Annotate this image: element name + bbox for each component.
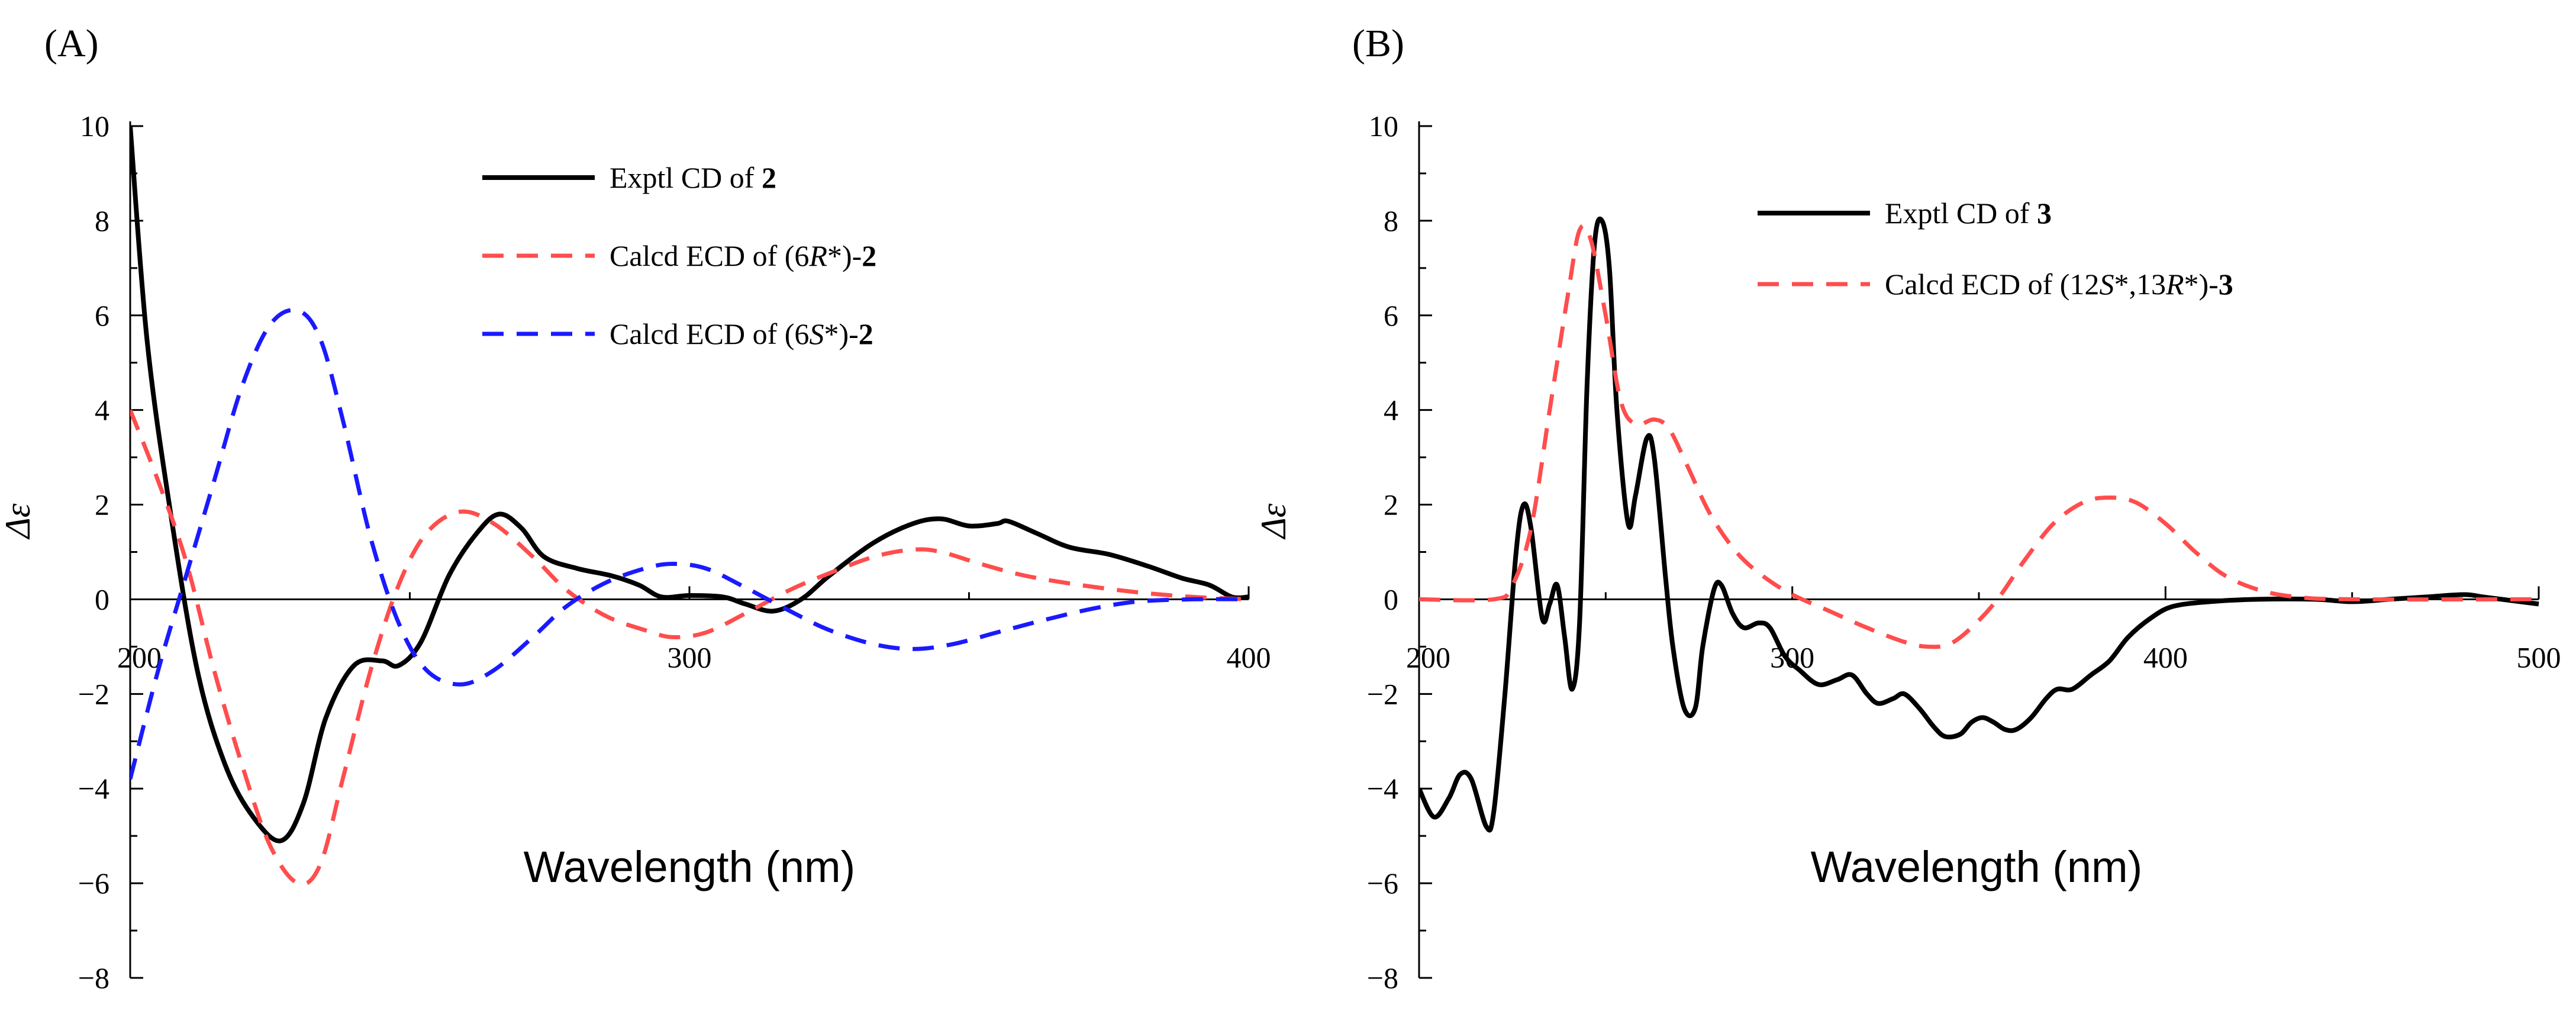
y-tick-label: −8 [1367, 961, 1398, 994]
legend-entry: Calcd ECD of (6S*)-2 [610, 317, 873, 350]
legend: Exptl CD of 2 Calcd ECD of (6R*)-2 Calcd E… [482, 161, 876, 350]
series-line-1 [1419, 216, 2539, 833]
legend-entry: Exptl CD of 3 [1885, 197, 2052, 230]
y-tick-label: 10 [1369, 110, 1398, 143]
y-tick-label: 6 [95, 299, 109, 332]
legend-entry: Exptl CD of 2 [610, 161, 776, 194]
panel-label: (B) [1352, 22, 1404, 65]
y-axis-title: Δε [1254, 503, 1293, 539]
y-tick-label: −6 [78, 867, 109, 900]
y-tick-label: −2 [78, 677, 109, 710]
y-tick-label: −2 [1367, 677, 1398, 710]
y-tick-label: 6 [1384, 299, 1398, 332]
x-tick-label: 400 [2143, 640, 2188, 674]
legend-entry: Calcd ECD of (6R*)-2 [610, 239, 876, 272]
series-line-2 [130, 409, 1249, 886]
y-tick-label: 4 [1384, 394, 1398, 427]
y-axis-title: Δε [0, 503, 37, 539]
y-tick-label: 4 [95, 394, 109, 427]
y-tick-label: −8 [78, 961, 109, 994]
y-tick-label: 10 [80, 110, 109, 143]
x-tick-label: 200 [117, 640, 162, 674]
y-tick-label: −6 [1367, 867, 1398, 900]
x-tick-label: 200 [1406, 640, 1450, 674]
x-tick-label: 300 [668, 640, 712, 674]
series-line-1 [130, 125, 1249, 844]
y-tick-label: −4 [78, 772, 109, 805]
x-axis-title: Wavelength (nm) [524, 842, 856, 891]
series-line-2 [1419, 223, 2539, 649]
x-tick-label: 500 [2517, 640, 2561, 674]
y-tick-label: 8 [95, 204, 109, 237]
y-tick-label: 8 [1384, 204, 1398, 237]
legend: Exptl CD of 3 Calcd ECD of (12S*,13R*)-3 [1758, 197, 2233, 301]
series-line-3 [130, 308, 1249, 780]
y-tick-label: 0 [1384, 582, 1398, 616]
legend-entry: Calcd ECD of (12S*,13R*)-3 [1885, 268, 2233, 301]
x-tick-label: 400 [1227, 640, 1271, 674]
x-axis-title: Wavelength (nm) [1811, 842, 2143, 891]
y-tick-label: 2 [95, 488, 109, 522]
y-tick-label: −4 [1367, 772, 1398, 805]
y-tick-label: 0 [95, 582, 109, 616]
panel-label: (A) [44, 22, 99, 65]
y-tick-label: 2 [1384, 488, 1398, 522]
panel-a-chart: (A) 10 8 6 4 2 0 −2 −4 −6 −8 200 300 400 Δε Wavelength … [0, 22, 1271, 994]
